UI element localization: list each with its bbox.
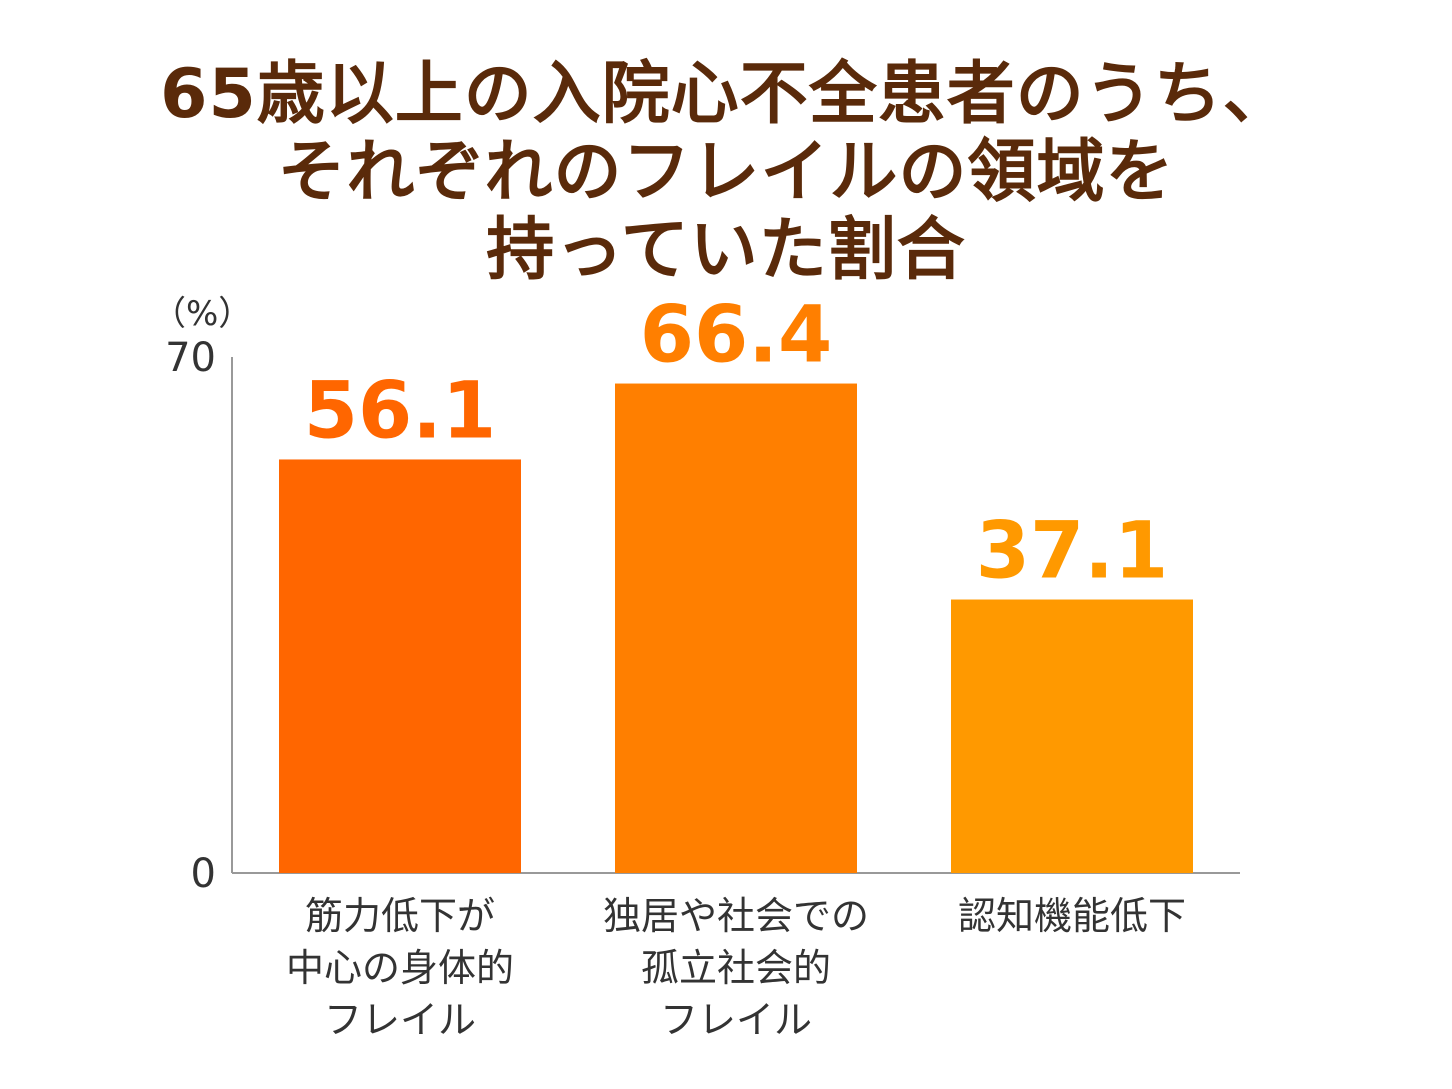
bar-value-label-2: 66.4 — [640, 291, 832, 381]
category-label-line: 認知機能低下 — [957, 894, 1186, 938]
bar-value-label-3: 37.1 — [976, 507, 1168, 597]
category-label-line: 筋力低下が — [304, 894, 495, 938]
y-axis-unit-label: （%） — [152, 294, 253, 334]
category-label-1: 筋力低下が中心の身体的 フレイル — [230, 890, 570, 1046]
category-label-line: 孤立社会的 — [640, 946, 831, 990]
chart-title-line-3: 持っていた割合 — [486, 211, 966, 290]
chart-title-line-1: 65歳以上の入院心不全患者のうち、 — [160, 55, 1292, 134]
category-label-line: 独居や社会での — [602, 894, 869, 938]
y-tick-label: 70 — [165, 335, 216, 381]
category-label-line: フレイル — [323, 998, 476, 1042]
bar-1 — [279, 459, 521, 873]
chart-title-line-2: それぞれのフレイルの領域を — [277, 133, 1175, 212]
category-label-line: フレイル — [659, 998, 812, 1042]
category-label-3: 認知機能低下 — [902, 890, 1242, 942]
y-tick-label: 0 — [191, 851, 216, 897]
bar-3 — [951, 599, 1193, 873]
bar-value-label-1: 56.1 — [304, 366, 496, 456]
category-label-2: 独居や社会での 孤立社会的フレイル — [566, 890, 906, 1046]
category-label-line: 中心の身体的 — [285, 946, 514, 990]
bar-2 — [615, 383, 857, 873]
